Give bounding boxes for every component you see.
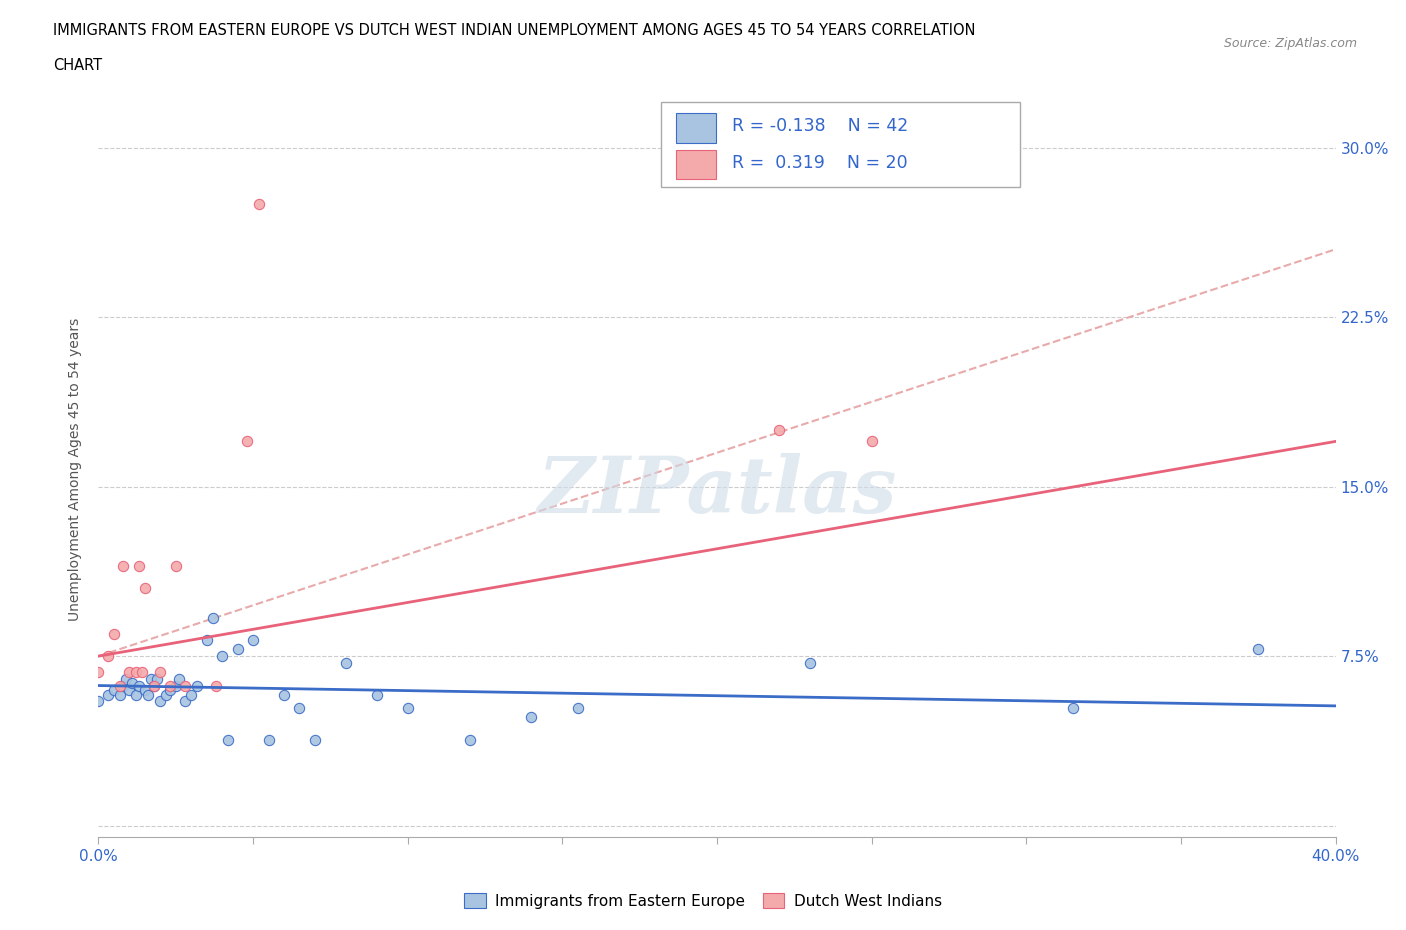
Point — [134, 683, 156, 698]
FancyBboxPatch shape — [676, 113, 716, 142]
Y-axis label: Unemployment Among Ages 45 to 54 years: Unemployment Among Ages 45 to 54 years — [69, 318, 83, 621]
Point — [186, 678, 208, 693]
Point — [139, 671, 162, 686]
Point — [146, 671, 169, 686]
Point — [195, 633, 218, 648]
Point — [288, 700, 311, 715]
Point — [217, 732, 239, 747]
Point — [226, 642, 249, 657]
Point — [103, 683, 125, 698]
Legend: Immigrants from Eastern Europe, Dutch West Indians: Immigrants from Eastern Europe, Dutch We… — [458, 887, 948, 915]
Point — [273, 687, 295, 702]
Point — [124, 687, 146, 702]
Point — [97, 649, 120, 664]
Point — [247, 196, 270, 211]
Point — [799, 656, 821, 671]
Point — [165, 558, 187, 573]
Point — [242, 633, 264, 648]
Point — [180, 687, 202, 702]
Point — [396, 700, 419, 715]
Point — [112, 678, 135, 693]
Point — [167, 671, 190, 686]
Point — [97, 687, 120, 702]
Point — [149, 665, 172, 680]
Point — [143, 678, 166, 693]
Point — [567, 700, 589, 715]
Point — [304, 732, 326, 747]
Point — [118, 683, 141, 698]
Point — [136, 687, 159, 702]
Text: Source: ZipAtlas.com: Source: ZipAtlas.com — [1223, 37, 1357, 50]
Point — [174, 694, 197, 709]
Point — [236, 434, 259, 449]
Point — [143, 678, 166, 693]
Point — [211, 649, 233, 664]
Point — [159, 678, 181, 693]
Point — [108, 678, 131, 693]
Text: R =  0.319    N = 20: R = 0.319 N = 20 — [733, 153, 907, 171]
Point — [335, 656, 357, 671]
Point — [458, 732, 481, 747]
Point — [257, 732, 280, 747]
Point — [115, 671, 138, 686]
Text: CHART: CHART — [53, 58, 103, 73]
Point — [87, 694, 110, 709]
Point — [149, 694, 172, 709]
Point — [121, 676, 143, 691]
Point — [768, 422, 790, 437]
Point — [1247, 642, 1270, 657]
Point — [155, 687, 177, 702]
Point — [128, 558, 150, 573]
Point — [112, 558, 135, 573]
Point — [124, 665, 146, 680]
Point — [860, 434, 883, 449]
Point — [174, 678, 197, 693]
Point — [520, 710, 543, 724]
Point — [159, 683, 181, 698]
FancyBboxPatch shape — [676, 150, 716, 179]
Point — [134, 581, 156, 596]
Point — [103, 626, 125, 641]
Point — [87, 665, 110, 680]
Point — [366, 687, 388, 702]
Point — [165, 678, 187, 693]
FancyBboxPatch shape — [661, 102, 1021, 187]
Point — [201, 610, 224, 625]
Text: ZIPatlas: ZIPatlas — [537, 454, 897, 530]
Point — [128, 678, 150, 693]
Text: IMMIGRANTS FROM EASTERN EUROPE VS DUTCH WEST INDIAN UNEMPLOYMENT AMONG AGES 45 T: IMMIGRANTS FROM EASTERN EUROPE VS DUTCH … — [53, 23, 976, 38]
Point — [1062, 700, 1084, 715]
Point — [118, 665, 141, 680]
Point — [131, 665, 153, 680]
Point — [108, 687, 131, 702]
Text: R = -0.138    N = 42: R = -0.138 N = 42 — [733, 117, 908, 135]
Point — [205, 678, 228, 693]
